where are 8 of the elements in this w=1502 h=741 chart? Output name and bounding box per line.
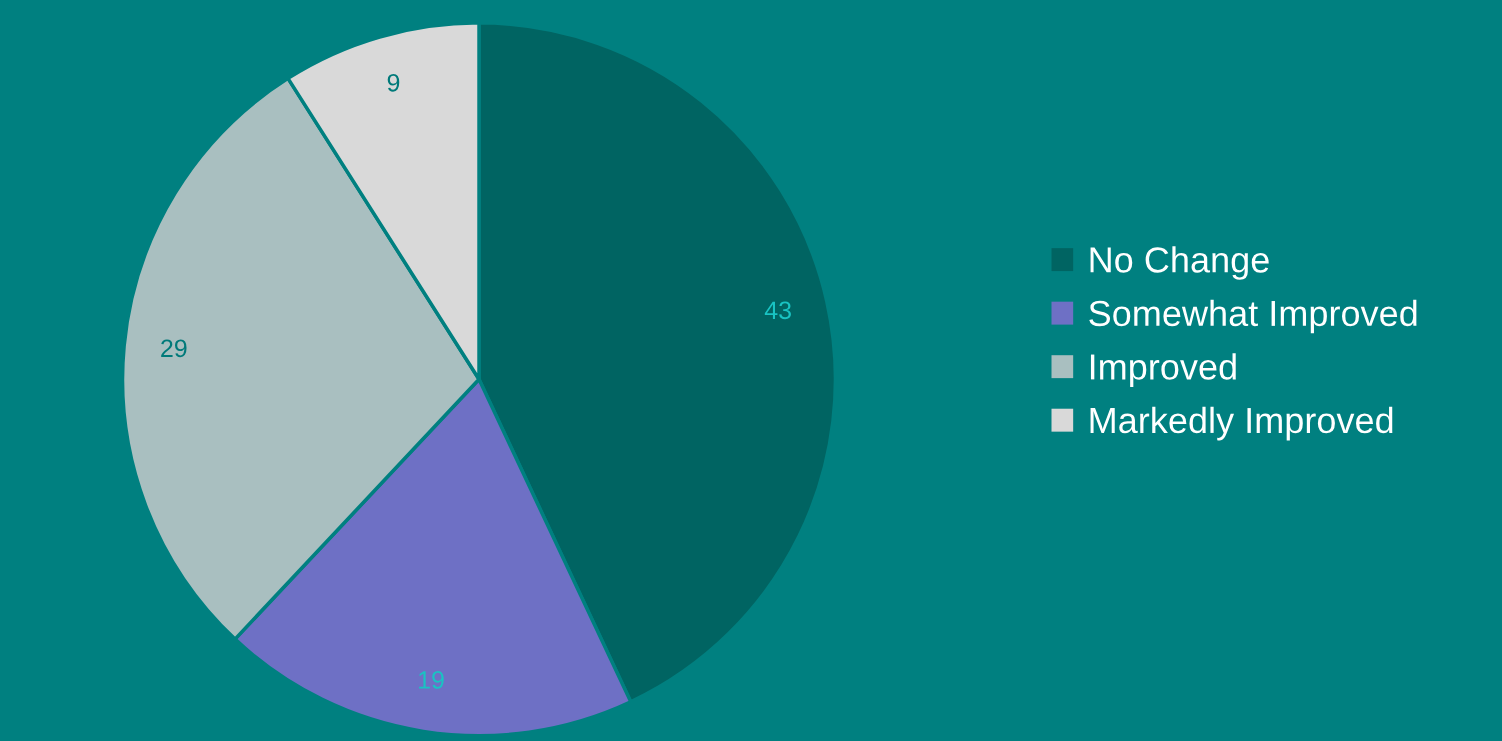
legend-label: Somewhat Improved: [1089, 299, 1417, 334]
legend-label: Improved: [1090, 353, 1236, 387]
data-label: 19: [419, 671, 444, 689]
legend-label: Markedly Improved: [1090, 406, 1393, 441]
data-label: 43: [764, 301, 791, 320]
legend-label: No Change: [1090, 246, 1269, 280]
data-label: 29: [161, 339, 187, 358]
data-label: 9: [387, 73, 400, 92]
